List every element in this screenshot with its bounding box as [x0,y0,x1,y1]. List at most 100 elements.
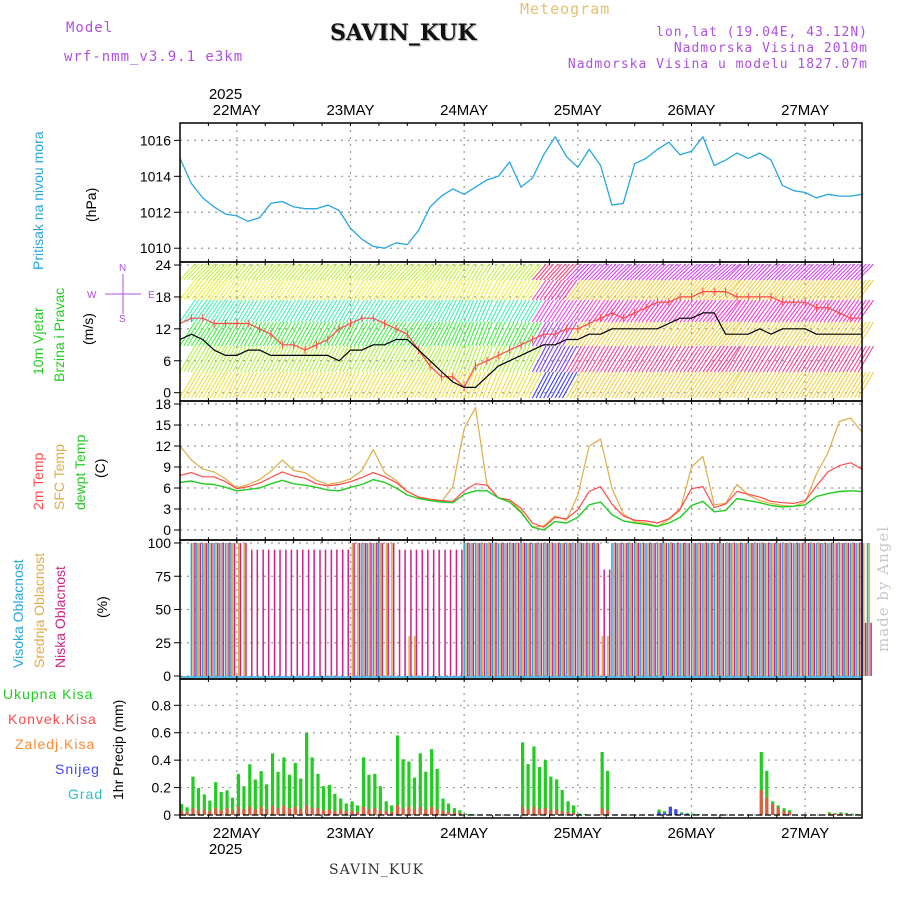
wind-arrow [819,371,837,399]
wind-arrow [626,279,644,301]
wind-arrow [615,345,633,373]
wind-arrow [277,263,292,281]
wind-arrow [190,345,208,373]
wind-arrow [732,371,750,399]
wind-arrow [565,371,582,399]
wind-arrow [387,263,404,281]
wind-arrow [289,321,304,347]
wind-arrow [179,279,196,301]
wind-arrow [653,279,671,301]
total-rain-bar [259,771,263,815]
convective-rain-bar [526,809,530,815]
total-rain-bar [282,757,286,815]
wind-arrow [338,371,353,399]
total-rain-bar [373,773,377,815]
wind-arrow [243,321,258,347]
wind-arrow [289,371,304,399]
wind-arrow [296,263,311,281]
wind-arrow [380,299,396,323]
wind-arrow [641,321,659,347]
convective-rain-bar [378,810,382,815]
dewpt-temp-line [179,478,863,531]
convective-rain-bar [532,806,536,815]
wind-arrow [179,263,196,281]
wind-arrow [501,345,515,373]
compass-e: E [148,290,155,301]
wind-arrow [482,299,494,323]
wind-arrow [274,321,289,347]
wind-arrow [694,299,714,323]
wind-arrow [660,263,678,281]
wind-arrow [823,263,840,281]
wind-arrow [618,263,636,281]
total-rain-bar [350,801,354,815]
total-rain-bar [833,813,837,815]
panel-frame [179,122,863,263]
wind-arrow [217,299,233,323]
wind-arrow [486,299,499,323]
wind-arrow [774,345,791,373]
wind-arrow [819,263,837,281]
wind-arrow [255,263,270,281]
sfc-temp-line [179,406,863,528]
wind-arrow [433,299,447,323]
wind-speed-line [179,312,862,388]
wind-arrow [270,345,285,373]
wind-arrow [626,345,644,373]
wind-arrow [217,371,233,399]
wind-arrow [418,299,433,323]
wind-arrow [202,279,219,301]
wind-arrow [304,321,319,347]
wind-arrow [346,263,360,281]
wind-arrow [603,345,621,373]
wind-arrow [440,279,454,301]
wind-arrow [812,345,830,373]
wind-arrow [793,371,811,399]
wind-arrow [331,263,346,281]
wind-arrow [535,299,551,323]
wind-arrow [713,263,733,281]
station-title: SAVIN_KUK [330,20,477,46]
wind-arrow [186,371,203,399]
total-rain-bar [196,788,201,815]
wind-arrow [626,371,644,399]
wind-arrow [569,345,586,373]
wind-arrow [387,345,404,373]
wind-arrow [770,263,788,281]
convective-rain-bar [776,807,780,815]
wind-arrow [755,263,772,281]
wind-arrow [687,371,706,399]
wind-arrow [713,279,733,301]
wind-arrow [846,371,863,399]
wind-arrow [395,263,412,281]
compass-rose-glyph: W E N S [87,263,155,325]
wind-arrow [550,279,566,301]
wind-arrow [721,345,741,373]
wind-arrow [816,279,833,301]
wind-arrow [725,263,742,281]
wind-arrow [668,263,686,281]
wind-arrow [361,321,377,347]
day-label-bottom: 27MAY [781,825,829,842]
wind-arrow [444,263,457,281]
wind-arrow [221,299,236,323]
compass-n: N [119,263,126,274]
wind-arrow [448,263,461,281]
wind-arrow [600,263,617,281]
wind-arrow [554,263,570,281]
wind-arrow [274,371,289,399]
wind-arrow [497,279,511,301]
wind-arrow [550,321,567,347]
wind-arrow [357,321,373,347]
total-rain-bar [333,793,337,815]
wind-arrow [600,279,617,301]
wind-arrow [725,299,742,323]
wind-arrow [562,345,578,373]
wind-arrow [387,371,404,399]
total-rain-bar [560,790,564,815]
wind-arrow [618,345,637,373]
wind-arrow [311,321,327,347]
y-tick-label: 6 [163,353,171,369]
wind-arrow [702,263,722,281]
wind-arrow [202,371,219,399]
